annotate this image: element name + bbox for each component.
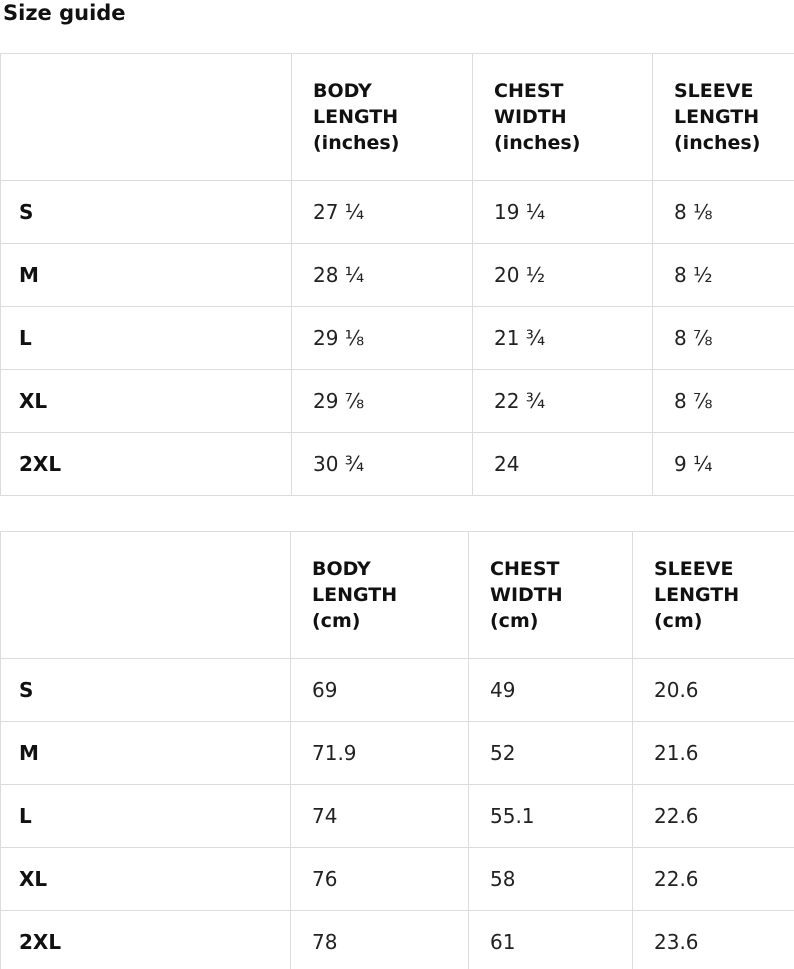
sleeve-length-value: 8 ⅛	[652, 180, 794, 244]
sleeve-length-value: 9 ¼	[652, 432, 794, 496]
size-label: S	[0, 658, 291, 722]
size-label: 2XL	[0, 432, 292, 496]
size-table-cm: BODY LENGTH (cm) CHEST WIDTH (cm) SLEEVE…	[0, 531, 794, 969]
table-row-l: L 74 55.1 22.6	[0, 784, 794, 848]
column-header-chest-width-inches: CHEST WIDTH (inches)	[472, 53, 653, 181]
table-row-l: L 29 ⅛ 21 ¾ 8 ⅞	[0, 306, 794, 370]
size-label: 2XL	[0, 910, 291, 969]
chest-width-value: 24	[472, 432, 653, 496]
body-length-value: 76	[290, 847, 469, 911]
chest-width-value: 21 ¾	[472, 306, 653, 370]
size-label: XL	[0, 369, 292, 433]
corner-header-cell	[0, 531, 291, 659]
table-row-s: S 27 ¼ 19 ¼ 8 ⅛	[0, 180, 794, 244]
table-row-2xl: 2XL 30 ¾ 24 9 ¼	[0, 432, 794, 496]
size-table-inches: BODY LENGTH (inches) CHEST WIDTH (inches…	[0, 53, 794, 496]
table-row-m: M 28 ¼ 20 ½ 8 ½	[0, 243, 794, 307]
size-label: S	[0, 180, 292, 244]
table-row-2xl: 2XL 78 61 23.6	[0, 910, 794, 969]
column-header-sleeve-length-inches: SLEEVE LENGTH (inches)	[652, 53, 794, 181]
sleeve-length-value: 20.6	[632, 658, 794, 722]
body-length-value: 29 ⅛	[291, 306, 473, 370]
chest-width-value: 20 ½	[472, 243, 653, 307]
chest-width-value: 52	[468, 721, 633, 785]
header-row: BODY LENGTH (inches) CHEST WIDTH (inches…	[0, 53, 794, 181]
chest-width-value: 58	[468, 847, 633, 911]
body-length-value: 69	[290, 658, 469, 722]
chest-width-value: 61	[468, 910, 633, 969]
column-header-sleeve-length-cm: SLEEVE LENGTH (cm)	[632, 531, 794, 659]
body-length-value: 78	[290, 910, 469, 969]
body-length-value: 28 ¼	[291, 243, 473, 307]
body-length-value: 30 ¾	[291, 432, 473, 496]
size-label: M	[0, 243, 292, 307]
size-label: L	[0, 306, 292, 370]
sleeve-length-value: 23.6	[632, 910, 794, 969]
table-row-s: S 69 49 20.6	[0, 658, 794, 722]
body-length-value: 29 ⅞	[291, 369, 473, 433]
chest-width-value: 55.1	[468, 784, 633, 848]
body-length-value: 71.9	[290, 721, 469, 785]
body-length-value: 27 ¼	[291, 180, 473, 244]
sleeve-length-value: 22.6	[632, 784, 794, 848]
size-label: XL	[0, 847, 291, 911]
table-row-xl: XL 76 58 22.6	[0, 847, 794, 911]
header-row: BODY LENGTH (cm) CHEST WIDTH (cm) SLEEVE…	[0, 531, 794, 659]
corner-header-cell	[0, 53, 292, 181]
size-guide-title: Size guide	[3, 1, 126, 25]
sleeve-length-value: 8 ⅞	[652, 306, 794, 370]
chest-width-value: 22 ¾	[472, 369, 653, 433]
sleeve-length-value: 8 ⅞	[652, 369, 794, 433]
sleeve-length-value: 21.6	[632, 721, 794, 785]
column-header-body-length-cm: BODY LENGTH (cm)	[290, 531, 469, 659]
sleeve-length-value: 22.6	[632, 847, 794, 911]
table-row-m: M 71.9 52 21.6	[0, 721, 794, 785]
size-label: M	[0, 721, 291, 785]
sleeve-length-value: 8 ½	[652, 243, 794, 307]
body-length-value: 74	[290, 784, 469, 848]
column-header-chest-width-cm: CHEST WIDTH (cm)	[468, 531, 633, 659]
chest-width-value: 49	[468, 658, 633, 722]
chest-width-value: 19 ¼	[472, 180, 653, 244]
table-row-xl: XL 29 ⅞ 22 ¾ 8 ⅞	[0, 369, 794, 433]
column-header-body-length-inches: BODY LENGTH (inches)	[291, 53, 473, 181]
size-label: L	[0, 784, 291, 848]
